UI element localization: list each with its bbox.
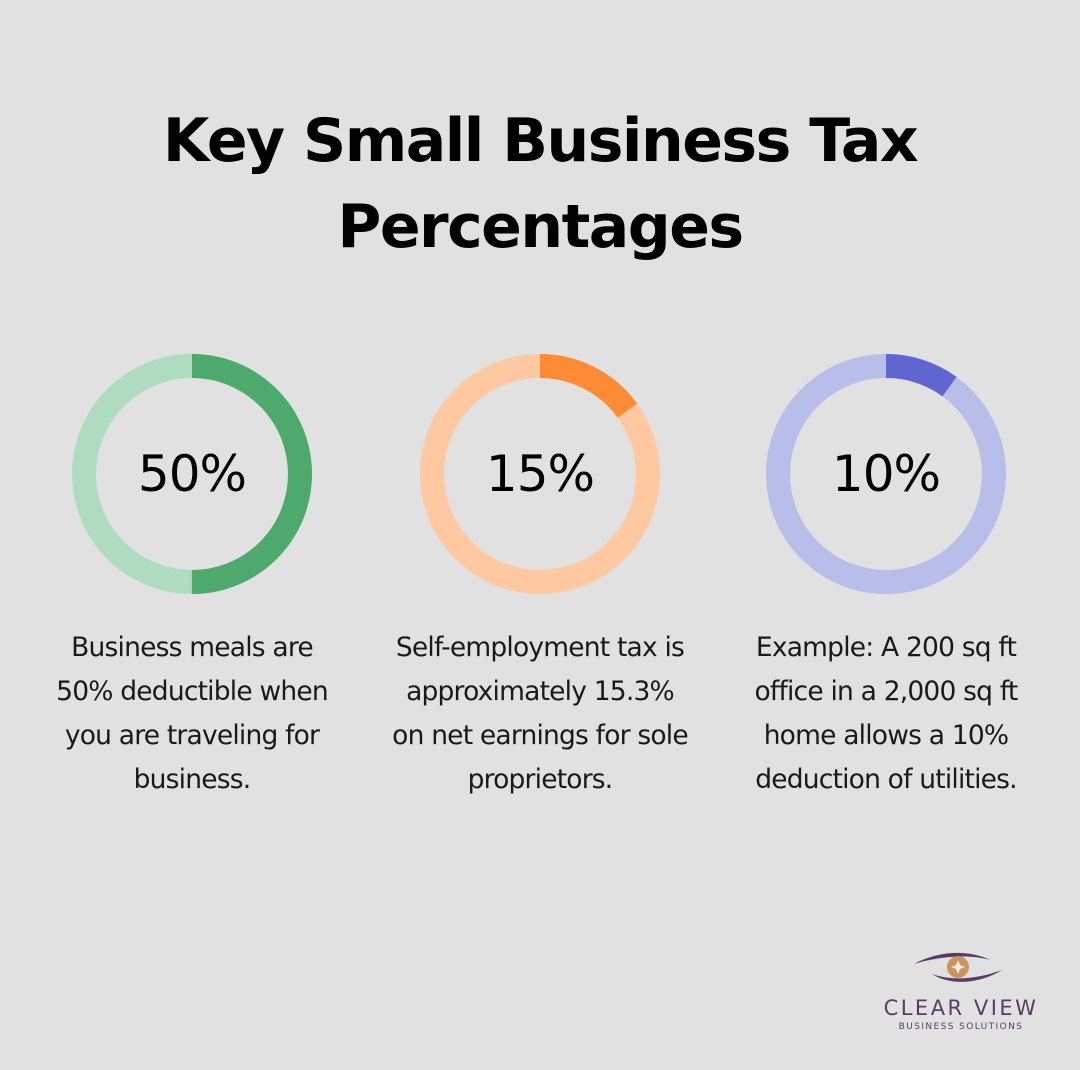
percent-value: 15%: [485, 445, 595, 503]
logo-tagline: BUSINESS SOLUTIONS: [898, 1022, 1024, 1032]
company-logo: CLEAR VIEW BUSINESS SOLUTIONS: [866, 948, 1056, 1034]
donut-chart: 15%: [420, 354, 660, 594]
eye-star-icon: [914, 952, 1002, 982]
stat-description: Self-employment tax is approximately 15.…: [392, 632, 688, 795]
page-title: Key Small Business Tax Percentages: [0, 98, 1080, 270]
donut-chart: 10%: [766, 354, 1006, 594]
title-line-2: Percentages: [337, 192, 744, 262]
percent-value: 10%: [831, 445, 941, 503]
logo-name: CLEAR VIEW: [883, 996, 1039, 1020]
donut-chart: 50%: [72, 354, 312, 594]
percent-value: 50%: [137, 445, 247, 503]
stat-description: Example: A 200 sq ft office in a 2,000 s…: [754, 632, 1019, 795]
stat-description: Business meals are 50% deductible when y…: [56, 632, 328, 795]
title-line-1: Key Small Business Tax: [162, 106, 919, 176]
